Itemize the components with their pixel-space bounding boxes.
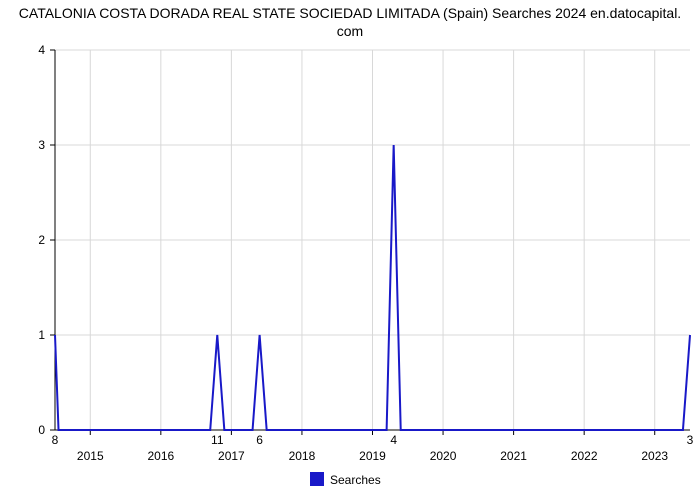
x-tick-label: 2015 xyxy=(77,449,104,463)
x-tick-label: 2016 xyxy=(147,449,174,463)
legend-swatch xyxy=(310,472,324,486)
chart-bg xyxy=(0,0,700,500)
x-annotation: 4 xyxy=(390,433,397,447)
chart-container: CATALONIA COSTA DORADA REAL STATE SOCIED… xyxy=(0,0,700,500)
x-annotation: 11 xyxy=(211,433,224,447)
y-tick-label: 3 xyxy=(38,138,45,152)
line-chart: CATALONIA COSTA DORADA REAL STATE SOCIED… xyxy=(0,0,700,500)
x-tick-label: 2021 xyxy=(500,449,527,463)
legend: Searches xyxy=(310,472,381,487)
x-tick-label: 2017 xyxy=(218,449,245,463)
x-tick-label: 2022 xyxy=(571,449,598,463)
x-tick-label: 2020 xyxy=(430,449,457,463)
x-annotation: 8 xyxy=(52,433,59,447)
x-tick-label: 2018 xyxy=(289,449,316,463)
x-annotation: 3 xyxy=(687,433,694,447)
legend-label: Searches xyxy=(330,473,381,487)
x-tick-label: 2023 xyxy=(641,449,668,463)
x-annotation: 6 xyxy=(256,433,263,447)
y-tick-label: 1 xyxy=(38,328,45,342)
x-tick-label: 2019 xyxy=(359,449,386,463)
y-tick-label: 0 xyxy=(38,423,45,437)
chart-title-line1: CATALONIA COSTA DORADA REAL STATE SOCIED… xyxy=(19,5,681,21)
y-tick-label: 4 xyxy=(38,43,45,57)
chart-title-line2: com xyxy=(337,23,363,39)
y-tick-label: 2 xyxy=(38,233,45,247)
